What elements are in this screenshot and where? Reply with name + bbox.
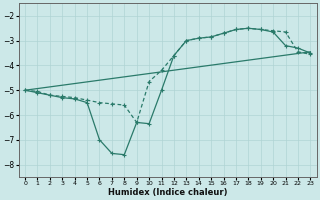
X-axis label: Humidex (Indice chaleur): Humidex (Indice chaleur) — [108, 188, 228, 197]
